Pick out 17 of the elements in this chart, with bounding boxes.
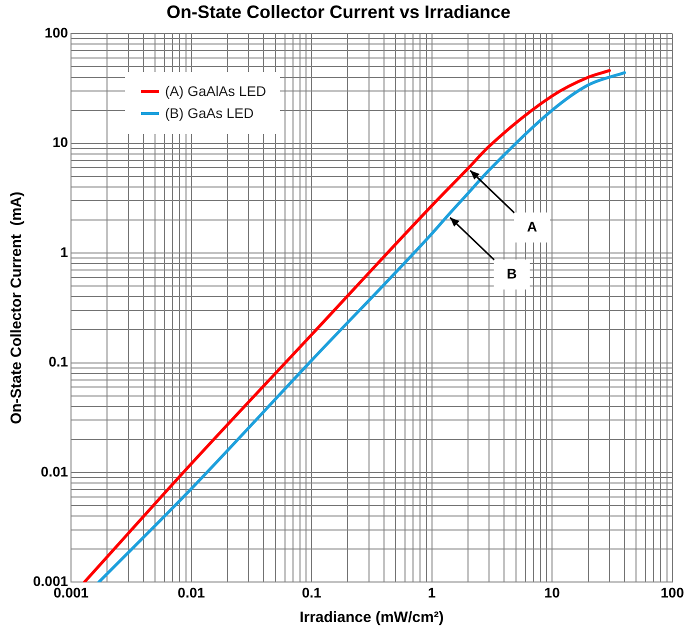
x-tick-label: 0.1: [302, 584, 322, 600]
y-tick-label: 0.1: [48, 354, 68, 370]
annotation: A: [526, 218, 538, 234]
y-tick-label: 10: [52, 134, 68, 150]
x-tick-label: 0.01: [178, 584, 206, 600]
y-tick-label: 0.01: [40, 463, 68, 480]
y-tick-label: 1: [60, 244, 68, 260]
x-tick-label: 100: [660, 584, 684, 600]
chart-title: On-State Collector Current vs Irradiance: [166, 2, 511, 22]
legend-label: (B) GaAs LED: [165, 104, 254, 123]
legend-label: (A) GaAlAs LED: [165, 82, 266, 101]
annotation: B: [506, 265, 517, 282]
x-axis-title: Irradiance (mW/cm²): [300, 609, 444, 626]
y-tick-label: 100: [44, 24, 68, 40]
x-tick-label: 10: [544, 584, 560, 600]
y-axis-title: On-State Collector Current (mA): [8, 192, 26, 424]
x-tick-label: 1: [428, 584, 436, 600]
